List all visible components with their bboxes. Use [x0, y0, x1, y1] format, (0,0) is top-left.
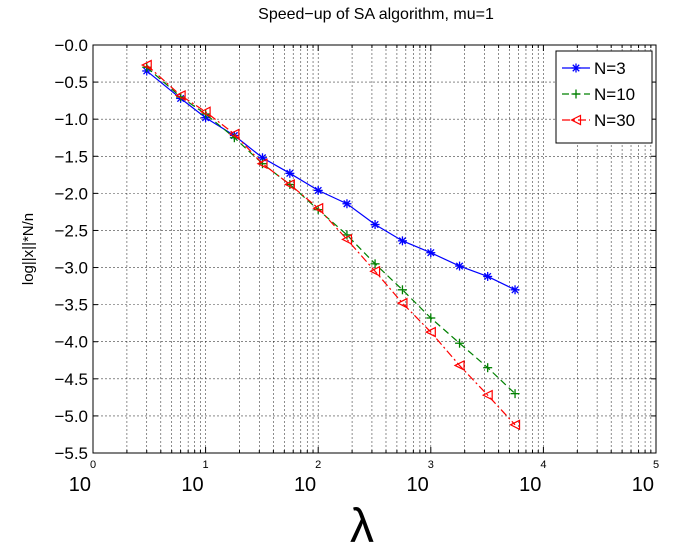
data-point [313, 205, 323, 215]
data-point [453, 359, 465, 371]
data-point [228, 128, 240, 140]
y-tick-label: −0.0 [54, 36, 88, 55]
x-tick-label: 10 [519, 474, 541, 496]
chart-title: Speed−up of SA algorithm, mu=1 [258, 6, 494, 23]
legend: N=3 N=10 N=30 [555, 50, 653, 144]
data-point [396, 297, 408, 309]
data-point [426, 248, 436, 258]
x-tick-exponent: 0 [90, 459, 96, 471]
data-point [509, 419, 521, 431]
data-point [257, 159, 267, 169]
x-tick-label: 10 [632, 474, 654, 496]
y-tick-label: −0.5 [54, 73, 88, 92]
x-tick-exponent: 4 [540, 459, 546, 471]
y-tick-label: −5.0 [54, 407, 88, 426]
x-tick-exponent: 5 [653, 459, 659, 471]
data-point [510, 285, 520, 295]
y-tick-label: −5.5 [54, 444, 88, 463]
data-point [510, 389, 520, 399]
legend-label: N=3 [594, 59, 626, 78]
data-point [370, 220, 380, 230]
x-axis-label: λ [350, 500, 374, 548]
series-line [146, 70, 516, 291]
data-point [483, 271, 493, 281]
data-point [455, 261, 465, 271]
data-point [284, 178, 295, 190]
y-tick-label: −3.0 [54, 259, 88, 278]
y-tick-label: −4.5 [54, 370, 88, 389]
data-point [369, 265, 381, 277]
series-line [146, 66, 516, 395]
data-point [424, 326, 436, 338]
y-axis: −0.0 −0.5 −1.0 −1.5 −2.0 −2.5 −3.0 −3.5 −4.0 −4.5… [54, 36, 656, 463]
y-tick-label: −1.0 [54, 110, 88, 129]
data-point [313, 185, 323, 195]
data-point [174, 89, 186, 101]
x-tick-label: 10 [181, 474, 203, 496]
data-point [285, 168, 295, 178]
data-point [199, 106, 211, 118]
data-point [285, 179, 295, 189]
data-point [312, 202, 324, 214]
data-point [370, 259, 380, 269]
y-tick-label: −3.5 [54, 296, 88, 315]
y-axis-label: log||x||*N/n [20, 213, 37, 285]
x-tick-exponent: 2 [315, 459, 321, 471]
legend-label: N=30 [594, 111, 635, 130]
data-point [342, 230, 352, 240]
data-point [341, 233, 353, 245]
data-point [342, 199, 352, 209]
y-tick-label: −2.0 [54, 184, 88, 203]
series-n-30 [140, 59, 521, 431]
legend-box [555, 50, 653, 144]
plot-frame [92, 44, 657, 454]
data-point [455, 338, 465, 348]
y-tick-label: −1.5 [54, 147, 88, 166]
data-point [397, 236, 407, 246]
data-point [397, 285, 407, 295]
y-tick-label: −2.5 [54, 221, 88, 240]
legend-marker [571, 63, 581, 73]
legend-marker [571, 89, 581, 99]
data-point [256, 158, 268, 170]
x-tick-label: 10 [69, 474, 91, 496]
x-tick-label: 10 [294, 474, 316, 496]
data-point [483, 363, 493, 373]
x-tick-exponent: 3 [428, 459, 434, 471]
series [140, 59, 521, 431]
data-point [481, 389, 493, 401]
data-point [140, 59, 152, 71]
legend-marker [570, 114, 582, 126]
x-tick-exponent: 1 [203, 459, 209, 471]
y-tick-label: −4.0 [54, 333, 88, 352]
data-point [426, 313, 436, 323]
legend-label: N=10 [594, 85, 635, 104]
x-tick-label: 10 [407, 474, 429, 496]
